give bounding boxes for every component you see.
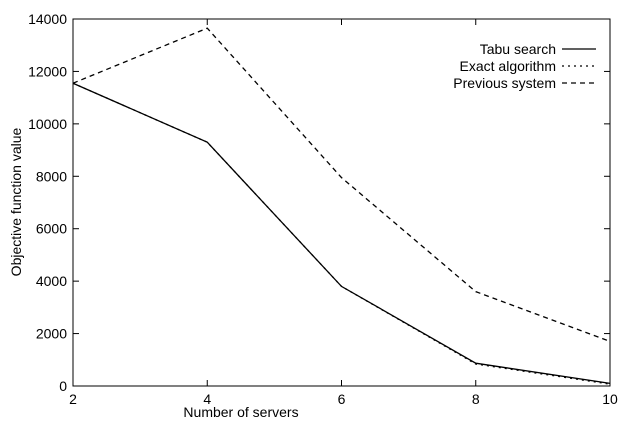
y-tick-label: 12000	[28, 63, 67, 79]
x-tick-label: 6	[338, 391, 346, 407]
y-tick-label: 2000	[36, 326, 67, 342]
y-tick-label: 10000	[28, 116, 67, 132]
x-axis-title: Number of servers	[183, 404, 298, 420]
series-line	[72, 27, 611, 343]
x-tick-label: 8	[472, 391, 480, 407]
legend-label: Tabu search	[480, 41, 556, 57]
y-axis: 0 2000 4000 6000 8000 10000 12000 14000	[28, 11, 610, 394]
series-layer	[72, 27, 611, 385]
legend-label: Exact algorithm	[460, 58, 556, 74]
x-tick-label: 10	[602, 391, 618, 407]
legend-label: Previous system	[453, 75, 556, 91]
x-tick-label: 2	[69, 391, 77, 407]
y-tick-label: 6000	[36, 221, 67, 237]
y-tick-label: 8000	[36, 168, 67, 184]
x-tick-label: 4	[203, 391, 211, 407]
y-tick-label: 0	[59, 378, 67, 394]
y-tick-label: 4000	[36, 273, 67, 289]
series-line	[72, 82, 611, 385]
series-line	[72, 82, 611, 385]
y-axis-title: Objective function value	[8, 127, 24, 276]
y-tick-label: 14000	[28, 11, 67, 27]
